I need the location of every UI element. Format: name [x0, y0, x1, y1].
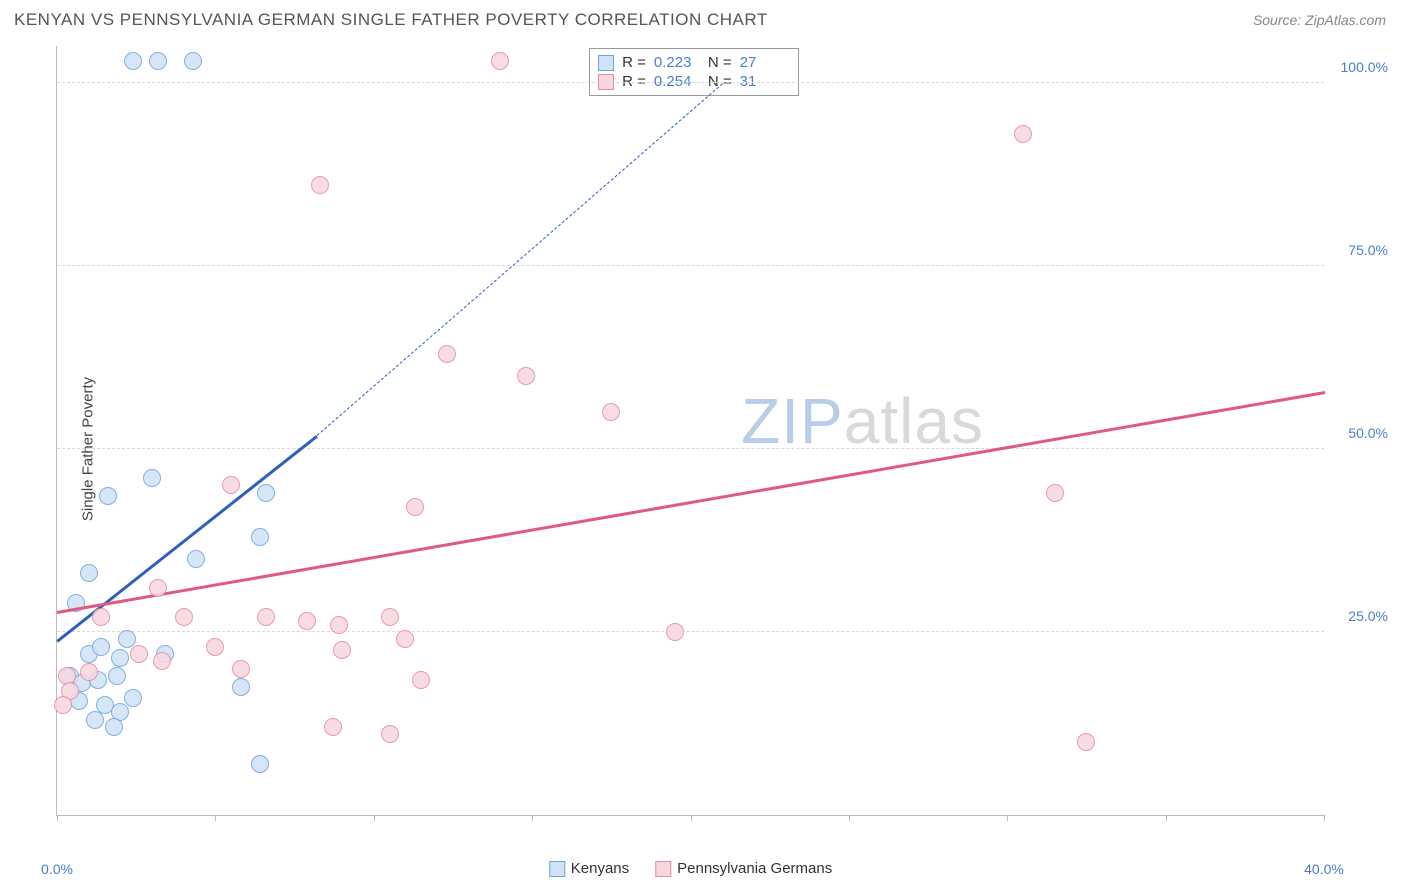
x-tick [849, 815, 850, 821]
gridline [57, 82, 1324, 83]
regression-line [57, 391, 1325, 613]
data-point [1077, 733, 1095, 751]
x-tick [1324, 815, 1325, 821]
chart-container: Single Father Poverty ZIPatlas R =0.223N… [40, 46, 1394, 852]
legend-label: Pennsylvania Germans [677, 860, 832, 877]
data-point [86, 711, 104, 729]
data-point [143, 469, 161, 487]
x-tick [57, 815, 58, 821]
data-point [412, 671, 430, 689]
legend-swatch [549, 861, 565, 877]
data-point [491, 52, 509, 70]
data-point [124, 689, 142, 707]
data-point [251, 755, 269, 773]
data-point [118, 630, 136, 648]
bottom-legend: Kenyans Pennsylvania Germans [549, 860, 832, 877]
data-point [381, 725, 399, 743]
data-point [92, 608, 110, 626]
data-point [108, 667, 126, 685]
data-point [187, 550, 205, 568]
data-point [666, 623, 684, 641]
x-tick [1166, 815, 1167, 821]
data-point [149, 579, 167, 597]
data-point [311, 176, 329, 194]
x-tick [532, 815, 533, 821]
data-point [333, 641, 351, 659]
data-point [396, 630, 414, 648]
data-point [330, 616, 348, 634]
x-tick [215, 815, 216, 821]
x-tick-label: 40.0% [1304, 861, 1344, 877]
r-value: 0.223 [654, 54, 700, 71]
gridline [57, 448, 1324, 449]
data-point [222, 476, 240, 494]
x-tick-label: 0.0% [41, 861, 73, 877]
stats-legend-box: R =0.223N =27R =0.254N =31 [589, 48, 799, 96]
y-tick-label: 25.0% [1348, 608, 1388, 624]
watermark-atlas: atlas [844, 385, 984, 457]
data-point [257, 484, 275, 502]
source-label: Source: ZipAtlas.com [1253, 12, 1386, 28]
n-value: 27 [740, 54, 786, 71]
data-point [251, 528, 269, 546]
stats-row: R = 0.223 N = 27 [598, 53, 786, 72]
data-point [381, 608, 399, 626]
data-point [406, 498, 424, 516]
data-point [438, 345, 456, 363]
data-point [80, 663, 98, 681]
data-point [99, 487, 117, 505]
data-point [206, 638, 224, 656]
data-point [232, 678, 250, 696]
data-point [54, 696, 72, 714]
legend-label: Kenyans [571, 860, 629, 877]
data-point [184, 52, 202, 70]
y-tick-label: 100.0% [1341, 59, 1388, 75]
data-point [92, 638, 110, 656]
x-tick [374, 815, 375, 821]
legend-item: Pennsylvania Germans [655, 860, 832, 877]
data-point [517, 367, 535, 385]
data-point [257, 608, 275, 626]
legend-swatch [598, 55, 614, 71]
data-point [232, 660, 250, 678]
chart-title: KENYAN VS PENNSYLVANIA GERMAN SINGLE FAT… [14, 10, 768, 30]
n-label: N = [708, 54, 732, 71]
data-point [153, 652, 171, 670]
legend-swatch [655, 861, 671, 877]
r-label: R = [622, 54, 646, 71]
x-tick [691, 815, 692, 821]
watermark-zip: ZIP [741, 385, 844, 457]
data-point [130, 645, 148, 663]
data-point [1046, 484, 1064, 502]
data-point [111, 649, 129, 667]
gridline [57, 631, 1324, 632]
x-tick [1007, 815, 1008, 821]
data-point [602, 403, 620, 421]
data-point [298, 612, 316, 630]
data-point [124, 52, 142, 70]
data-point [80, 564, 98, 582]
data-point [1014, 125, 1032, 143]
data-point [175, 608, 193, 626]
data-point [105, 718, 123, 736]
gridline [57, 265, 1324, 266]
plot-area: ZIPatlas R =0.223N =27R =0.254N =31 Keny… [56, 46, 1324, 816]
y-tick-label: 50.0% [1348, 425, 1388, 441]
y-tick-label: 75.0% [1348, 242, 1388, 258]
legend-item: Kenyans [549, 860, 629, 877]
data-point [324, 718, 342, 736]
data-point [149, 52, 167, 70]
